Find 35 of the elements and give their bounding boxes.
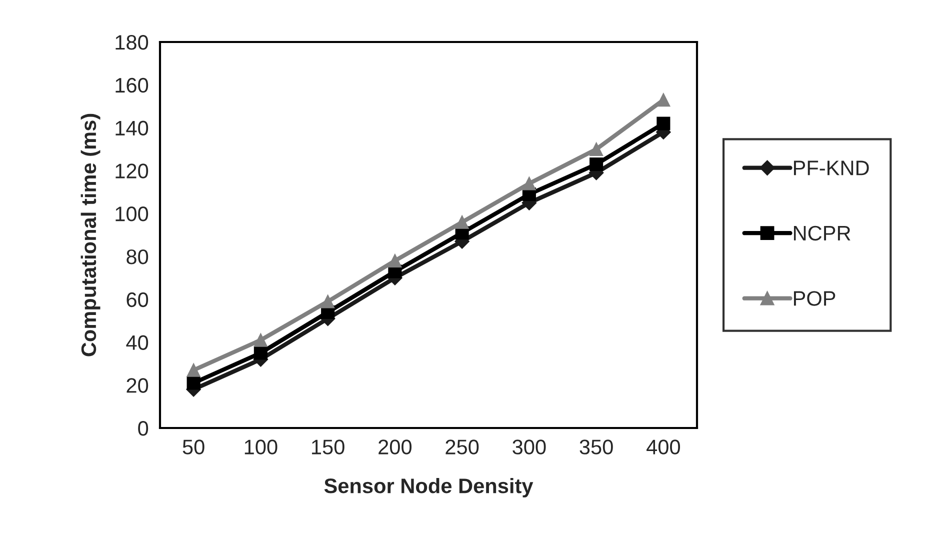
point: [590, 142, 604, 156]
y-axis-title: Computational time (ms): [80, 114, 100, 356]
y-tick-label: 160: [116, 78, 148, 93]
x-tick-label: 150: [312, 440, 344, 454]
point: [522, 176, 536, 190]
x-tick-label: 250: [446, 440, 479, 454]
y-tick-label: 180: [116, 35, 148, 50]
x-tick-label: 200: [378, 440, 412, 454]
y-tick-label: 120: [116, 164, 148, 178]
point: [254, 333, 268, 347]
point: [656, 93, 670, 107]
point: [590, 157, 604, 172]
y-tick-label: 140: [116, 120, 148, 136]
legend-label: PF-KND: [794, 160, 869, 176]
point: [254, 346, 268, 360]
y-tick-label: 20: [126, 378, 148, 393]
x-tick-label: 400: [646, 440, 680, 454]
x-tick-label: 100: [244, 440, 278, 454]
point: [656, 116, 670, 130]
x-tick-label: 350: [580, 440, 613, 454]
legend-label: NCPR: [794, 226, 850, 241]
point: [186, 376, 200, 390]
y-tick-label: 40: [126, 335, 148, 350]
point: [321, 294, 335, 308]
y-tick-label: 100: [116, 206, 148, 222]
x-tick-label: 300: [512, 440, 546, 454]
x-axis-title: Sensor Node Density: [324, 478, 534, 498]
point: [388, 254, 402, 268]
y-tick-label: 60: [126, 292, 148, 308]
point: [186, 363, 200, 377]
x-tick-label: 50: [182, 440, 204, 454]
point: [455, 215, 469, 229]
y-tick-label: 80: [126, 249, 148, 264]
legend-label: POP: [794, 291, 836, 306]
y-tick-label: 0: [138, 421, 148, 436]
